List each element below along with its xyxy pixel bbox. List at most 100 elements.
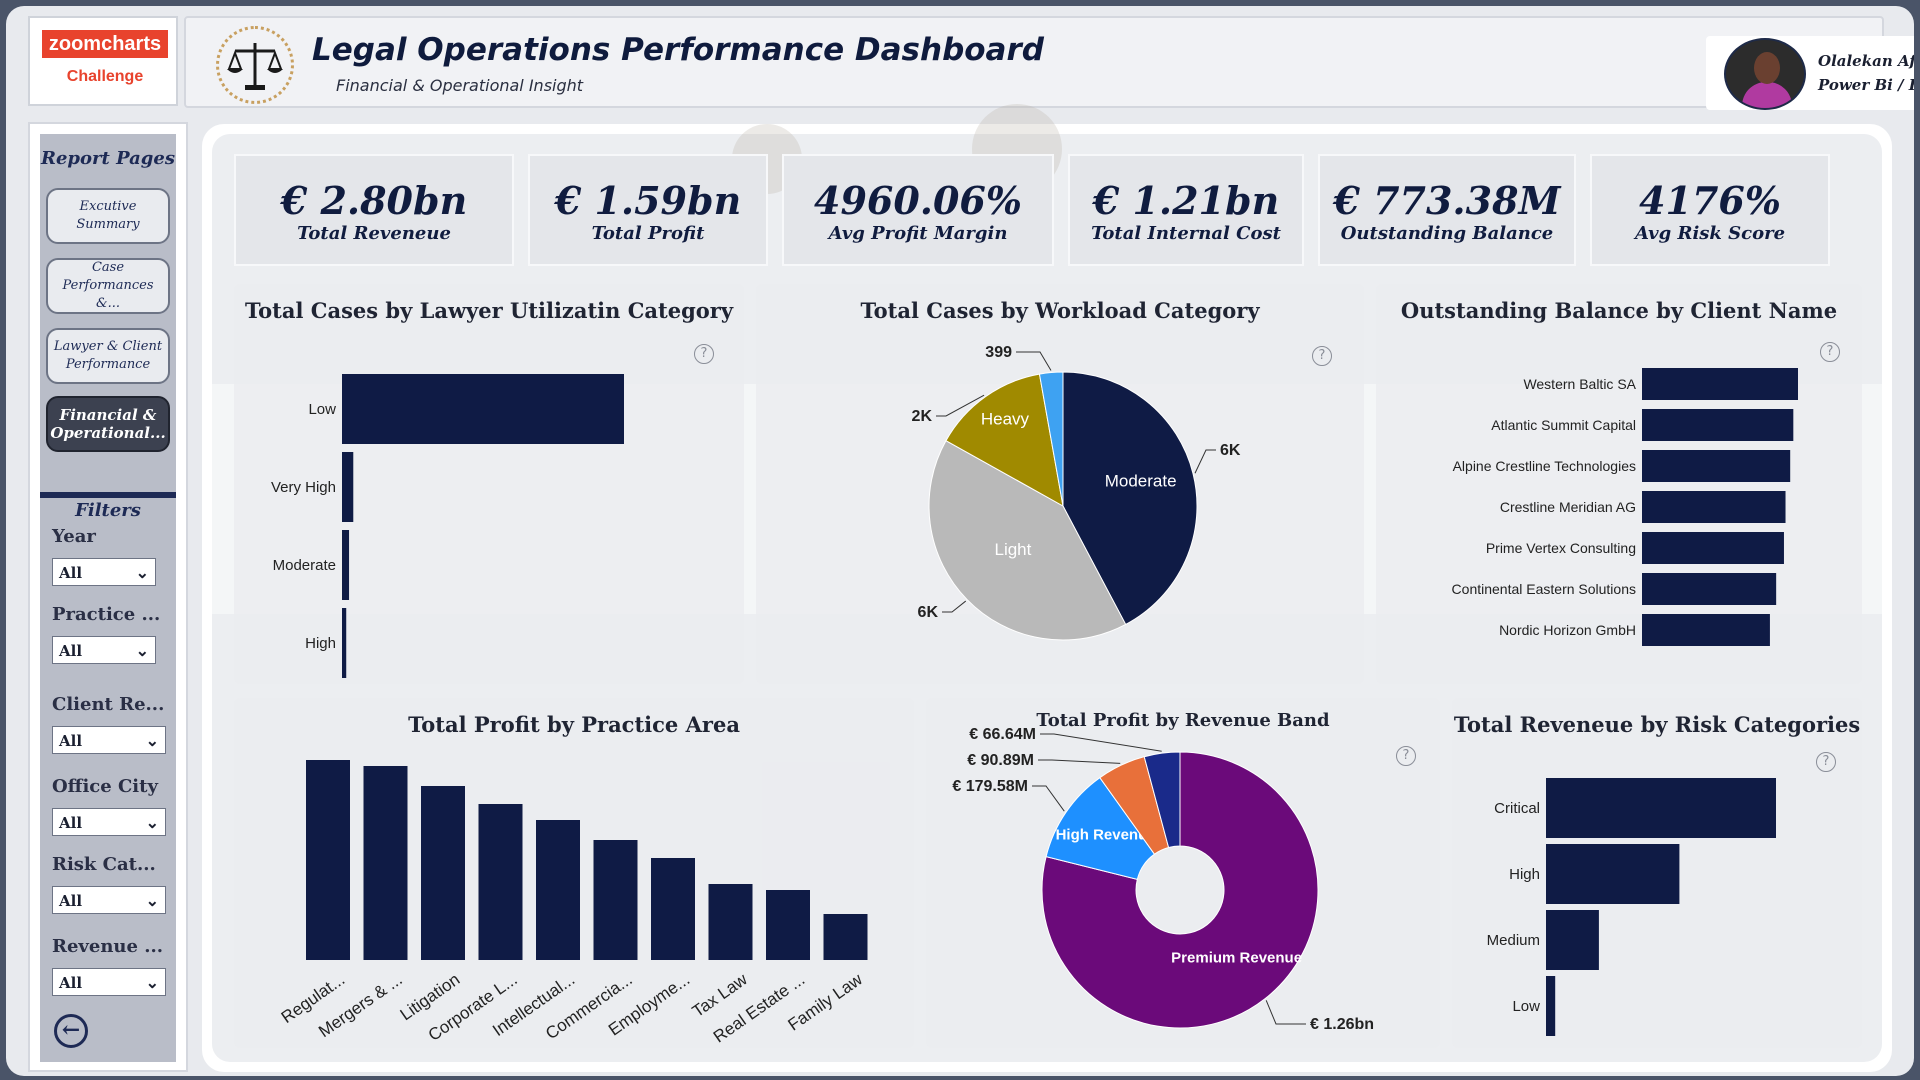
workload-pie-chart: Moderate 6K Light 6K Heavy 2K 399 — [912, 344, 1241, 641]
chart-card-utilization: Total Cases by Lawyer Utilizatin Categor… — [234, 284, 744, 684]
kpi-value: 4176% — [1639, 178, 1781, 223]
bar-label: Atlantic Summit Capital — [1491, 417, 1636, 433]
kpi-value: € 1.21bn — [1092, 178, 1280, 223]
slice-label: High Revenue — [1056, 826, 1156, 843]
bar-label: Medium — [1487, 932, 1540, 949]
kpi-avg-profit-margin: 4960.06% Avg Profit Margin — [782, 154, 1054, 266]
slice-label: Moderate — [1105, 472, 1177, 491]
sidebar: Report Pages Excutive Summary Case Perfo… — [28, 122, 188, 1072]
back-arrow-icon[interactable]: ← — [54, 1014, 88, 1048]
bar — [1546, 844, 1680, 904]
help-icon[interactable]: ? — [1396, 746, 1416, 766]
zoomcharts-logo: zoomcharts Challenge — [28, 16, 178, 106]
bar — [1546, 910, 1599, 970]
chart-title: Total Reveneue by Risk Categories — [1453, 712, 1861, 737]
bar — [1642, 409, 1794, 441]
bar — [1546, 778, 1776, 838]
filter-label-year: Year — [52, 526, 96, 547]
bar — [1642, 368, 1798, 400]
chart-card-revenue-band: Total Profit by Revenue Band ? Premium R… — [926, 698, 1440, 1048]
utilization-bar-chart: Low Very High Moderate High — [271, 374, 624, 678]
kpi-avg-risk-score: 4176% Avg Risk Score — [1590, 154, 1830, 266]
data-label: 399 — [985, 344, 1012, 361]
filter-practice-select[interactable]: All ⌄ — [52, 636, 156, 664]
column-bar — [306, 760, 350, 960]
header: Legal Operations Performance Dashboard F… — [184, 16, 1914, 110]
data-label: € 66.64M — [969, 726, 1036, 743]
filter-value: All — [59, 814, 83, 832]
profile-card: Olalekan Afolakemi Power Bi / Excel Anal… — [1706, 36, 1914, 110]
kpi-outstanding-balance: € 773.38M Outstanding Balance — [1318, 154, 1576, 266]
bar-label: High — [305, 635, 336, 652]
risk-bar-chart: Critical High Medium Low — [1487, 778, 1776, 1036]
logo-subtext: Challenge — [66, 68, 144, 85]
leader-line — [942, 600, 967, 613]
kpi-total-revenue: € 2.80bn Total Reveneue — [234, 154, 514, 266]
nav-executive-summary[interactable]: Excutive Summary — [46, 188, 170, 244]
leader-line — [1194, 449, 1216, 474]
scales-of-justice-icon — [216, 26, 294, 104]
pie-slice — [928, 439, 1127, 641]
pie-slice — [1062, 371, 1198, 626]
chevron-down-icon: ⌄ — [145, 891, 159, 910]
column-bar — [536, 820, 580, 960]
leader-line — [1040, 733, 1162, 752]
avatar — [1724, 38, 1806, 110]
help-icon[interactable]: ? — [1816, 752, 1836, 772]
filter-revenue-select[interactable]: All ⌄ — [52, 968, 166, 996]
filter-year-select[interactable]: All ⌄ — [52, 558, 156, 586]
chart-title: Total Profit by Revenue Band — [1036, 710, 1330, 731]
slice-label: Premium Revenue — [1171, 950, 1302, 967]
leader-line — [1016, 351, 1052, 371]
filters-heading: Filters — [75, 500, 141, 521]
chevron-down-icon: ⌄ — [135, 563, 149, 582]
chevron-down-icon: ⌄ — [145, 731, 159, 750]
chart-title: Total Cases by Workload Category — [860, 298, 1260, 323]
kpi-value: € 1.59bn — [554, 178, 742, 223]
profile-name: Olalekan Afolakemi — [1818, 52, 1914, 70]
bar-label: Continental Eastern Solutions — [1452, 581, 1636, 597]
column-bar — [363, 766, 408, 960]
chevron-down-icon: ⌄ — [145, 973, 159, 992]
bar — [1642, 573, 1777, 605]
bar-label: Alpine Crestline Technologies — [1453, 458, 1636, 474]
column-bar — [766, 890, 810, 960]
data-label: 2K — [912, 408, 933, 425]
filter-label-office-city: Office City — [52, 776, 158, 797]
kpi-value: € 2.80bn — [280, 178, 468, 223]
help-icon[interactable]: ? — [1312, 346, 1332, 366]
page-subtitle: Financial & Operational Insight — [336, 76, 584, 95]
nav-lawyer-client-performance[interactable]: Lawyer & Client Performance — [46, 328, 170, 384]
filter-client-select[interactable]: All ⌄ — [52, 726, 166, 754]
revenue-band-donut-chart: Premium Revenue € 1.26bn High Revenue € 179… — [952, 726, 1374, 1033]
kpi-label: Total Internal Cost — [1091, 223, 1281, 244]
filter-label-client: Client Re... — [52, 694, 165, 715]
bar-label: Prime Vertex Consulting — [1486, 540, 1636, 556]
help-icon[interactable]: ? — [1820, 342, 1840, 362]
bar — [1642, 450, 1791, 482]
filter-value: All — [59, 642, 83, 660]
nav-case-performances[interactable]: Case Performances &... — [46, 258, 170, 314]
kpi-label: Total Profit — [591, 223, 705, 244]
chart-card-risk: Total Reveneue by Risk Categories ? Crit… — [1452, 698, 1862, 1048]
bar — [342, 374, 624, 444]
pie-slice — [1038, 371, 1064, 507]
data-label: € 90.89M — [967, 752, 1034, 769]
help-icon[interactable]: ? — [694, 344, 714, 364]
chart-title: Outstanding Balance by Client Name — [1400, 298, 1838, 323]
chevron-down-icon: ⌄ — [145, 813, 159, 832]
practice-area-column-chart: Regulat...Mergers & ...LitigationCorpora… — [278, 760, 868, 1047]
filter-label-risk: Risk Cat... — [52, 854, 156, 875]
profile-role: Power Bi / Excel Analyst — [1818, 76, 1914, 94]
filter-value: All — [59, 892, 83, 910]
filter-office-city-select[interactable]: All ⌄ — [52, 808, 166, 836]
kpi-total-internal-cost: € 1.21bn Total Internal Cost — [1068, 154, 1304, 266]
nav-financial-operational[interactable]: Financial & Operational... — [46, 396, 170, 452]
column-bar — [708, 884, 753, 960]
bar-label: Low — [308, 401, 336, 418]
kpi-value: 4960.06% — [814, 178, 1022, 223]
filter-risk-select[interactable]: All ⌄ — [52, 886, 166, 914]
bar-label: Critical — [1494, 800, 1540, 817]
pie-slice — [1143, 751, 1181, 849]
bar — [1642, 532, 1784, 564]
